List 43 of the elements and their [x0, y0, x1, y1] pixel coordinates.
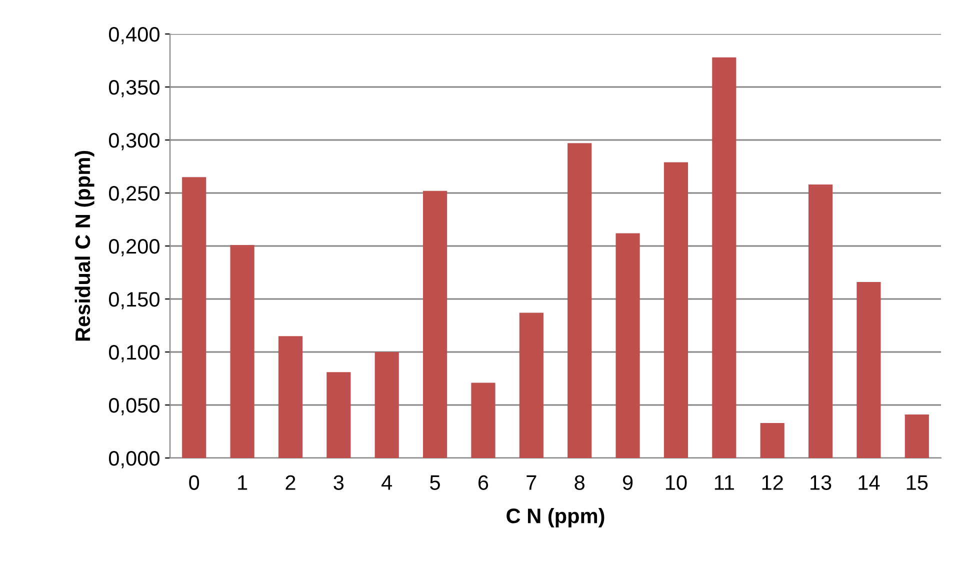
y-tick-label: 0,200 [108, 239, 160, 256]
x-tick-label: 1 [238, 475, 248, 490]
y-tick-label: 0,050 [108, 398, 160, 416]
bar [519, 312, 544, 458]
x-tick-label: 11 [714, 475, 734, 490]
x-tick-label: 8 [574, 475, 584, 490]
y-axis-title: Residual C N (ppm) [74, 150, 94, 341]
x-tick-label: 5 [430, 475, 440, 490]
y-tick-label: 0,000 [108, 451, 160, 468]
bar [374, 352, 399, 458]
bar [568, 143, 592, 458]
y-tick-label: 0,300 [108, 133, 160, 150]
x-tick-label: 14 [858, 475, 880, 490]
bar [278, 336, 303, 458]
x-tick-label: 3 [334, 475, 344, 490]
bar [808, 184, 833, 458]
y-tick-label: 0,150 [108, 292, 160, 310]
bar [760, 423, 784, 458]
bar [664, 162, 688, 458]
x-axis-title: C N (ppm) [506, 508, 604, 528]
bar [326, 372, 351, 458]
bar [230, 244, 254, 458]
x-tick-label: 4 [382, 475, 392, 490]
y-tick-label: 0,100 [108, 345, 160, 362]
y-tick-label: 0,350 [108, 80, 160, 98]
bar [182, 177, 206, 458]
x-tick-label: 12 [762, 475, 783, 490]
x-tick-label: 10 [666, 475, 687, 490]
y-tick-label: 0,400 [108, 27, 160, 44]
x-tick-label: 13 [810, 475, 832, 490]
bar [471, 382, 496, 458]
x-tick-label: 2 [286, 475, 296, 490]
bar [712, 57, 736, 458]
bar [904, 414, 929, 458]
bar [616, 233, 640, 458]
x-tick-label: 0 [189, 475, 200, 490]
bar [856, 282, 881, 458]
x-tick-label: 9 [622, 475, 633, 490]
x-tick-label: 6 [478, 475, 488, 490]
x-tick-label: 7 [526, 475, 536, 490]
y-tick-label: 0,250 [108, 186, 160, 204]
x-tick-label: 15 [906, 475, 928, 490]
bar [422, 190, 448, 458]
